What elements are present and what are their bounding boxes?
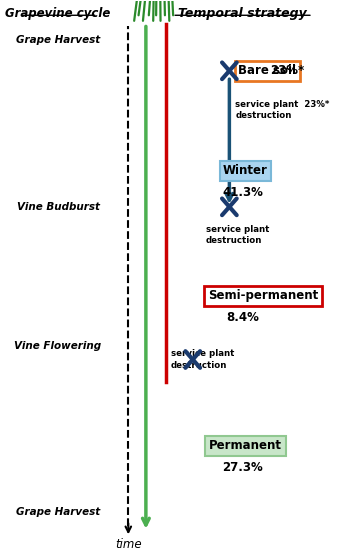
Text: 8.4%: 8.4% [226, 311, 259, 324]
Text: Winter: Winter [223, 164, 268, 177]
Text: 27.3%: 27.3% [222, 461, 263, 474]
Text: Temporal strategy: Temporal strategy [178, 7, 307, 20]
Text: Bare soil: Bare soil [238, 64, 296, 78]
Text: Grape Harvest: Grape Harvest [16, 507, 100, 517]
Text: 41.3%: 41.3% [222, 186, 263, 199]
Text: Semi-permanent: Semi-permanent [208, 289, 318, 302]
Text: Vine Budburst: Vine Budburst [17, 202, 100, 212]
Text: time: time [115, 538, 142, 551]
Text: 23%*: 23%* [270, 64, 304, 78]
Text: service plant
destruction: service plant destruction [171, 349, 234, 369]
Text: service plant
destruction: service plant destruction [206, 224, 269, 244]
Text: Grape Harvest: Grape Harvest [16, 35, 100, 45]
Text: Grapevine cycle: Grapevine cycle [5, 7, 111, 20]
Text: Vine Flowering: Vine Flowering [15, 340, 102, 350]
Text: service plant  23%*
destruction: service plant 23%* destruction [235, 100, 330, 120]
Text: Permanent: Permanent [209, 439, 282, 452]
